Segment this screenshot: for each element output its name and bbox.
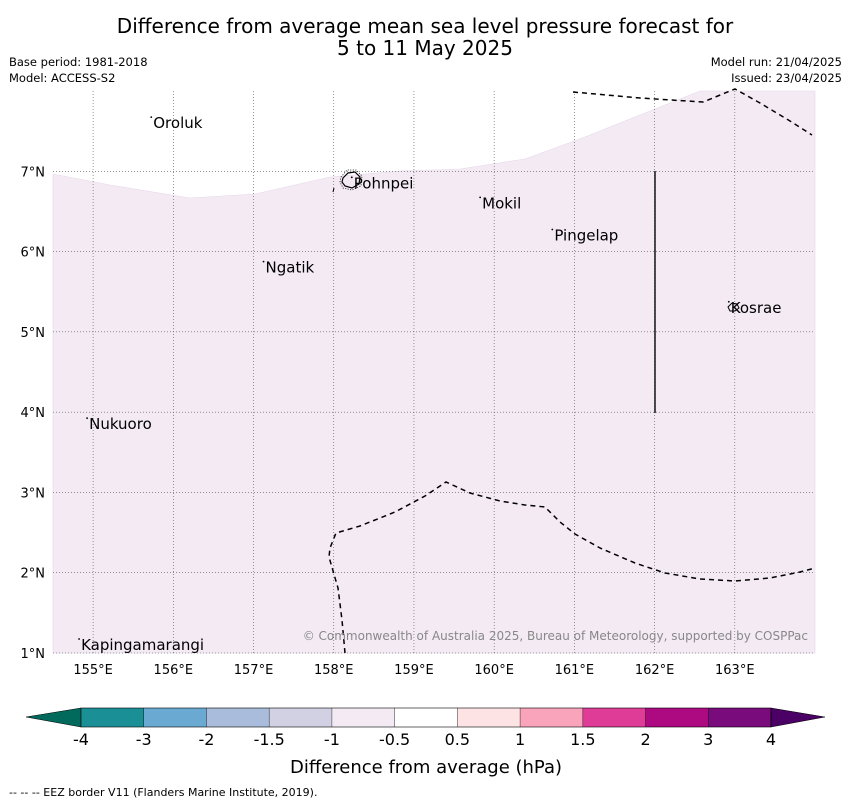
colorbar-segment (520, 708, 584, 727)
lon-tick-label: 158°E (314, 663, 354, 678)
colorbar-segment (206, 708, 270, 727)
colorbar-tick-label: 1.5 (570, 730, 595, 749)
colorbar-over-arrow (770, 707, 826, 728)
colorbar-tick-label: 4 (766, 730, 776, 749)
pohnpei-island-reef (339, 169, 363, 191)
colorbar-segment (269, 708, 333, 727)
title-line-2: 5 to 11 May 2025 (337, 36, 513, 60)
lon-tick-label: 157°E (234, 663, 274, 678)
meta-left: Base period: 1981-2018 Model: ACCESS-S2 (9, 54, 148, 86)
colorbar-tick-label: 1 (515, 730, 525, 749)
lon-tick-label: 161°E (555, 663, 595, 678)
place-label: Mokil (482, 194, 521, 212)
place-marker (86, 417, 88, 420)
place-label: Kapingamarangi (81, 636, 204, 654)
eez-footnote: -- -- -- EEZ border V11 (Flanders Marine… (9, 786, 318, 799)
colorbar-segment (331, 708, 395, 727)
colorbar-tick-labels: -4 -3 -2 -1.5 -1 -0.5 0.5 1 1.5 2 3 4 (73, 730, 776, 749)
place-label: Ngatik (266, 259, 315, 277)
base-period-text: Base period: 1981-2018 (9, 55, 148, 69)
map-title: Difference from average mean sea level p… (0, 15, 850, 59)
colorbar-segment (394, 708, 458, 727)
lon-tick-label: 155°E (73, 663, 113, 678)
lat-tick-label: 4°N (21, 406, 46, 421)
place-label: Nukuoro (89, 415, 152, 433)
lat-tick-label: 1°N (21, 647, 46, 662)
colorbar-segment (645, 708, 709, 727)
lon-tick-label: 160°E (474, 663, 514, 678)
place-marker (150, 116, 153, 119)
colorbar-frame (80, 707, 772, 728)
lon-tick-label: 159°E (394, 663, 434, 678)
longitude-tick-labels: 155°E 156°E 157°E 158°E 159°E 160°E 161°E 162°E… (73, 663, 754, 678)
model-text: Model: ACCESS-S2 (9, 71, 116, 85)
place-marker (350, 176, 353, 179)
lat-tick-label: 3°N (21, 486, 46, 501)
kosrae-island-shape (727, 302, 740, 312)
colorbar-segments (81, 708, 772, 727)
place-marker (78, 638, 80, 640)
colorbar-tick-label: -1.5 (254, 730, 285, 749)
colorbar-segment (143, 708, 207, 727)
latitude-tick-labels: 7°N 6°N 5°N 4°N 3°N 2°N 1°N (21, 165, 46, 662)
issued-text: Issued: 23/04/2025 (731, 71, 842, 85)
lat-tick-label: 6°N (21, 246, 46, 261)
title-line-1: Difference from average mean sea level p… (116, 14, 734, 38)
colorbar-segment (81, 708, 145, 727)
map-panel: Oroluk Pohnpei Mokil Pingelap Ngatik Kosrae Nu… (21, 88, 816, 678)
pohnpei-islet (332, 187, 335, 193)
model-run-text: Model run: 21/04/2025 (710, 55, 842, 69)
lon-tick-label: 162°E (635, 663, 675, 678)
place-marker (262, 260, 265, 263)
colorbar-tick-label: -0.5 (379, 730, 410, 749)
colorbar-tick-label: 0.5 (445, 730, 470, 749)
colorbar-segment (457, 708, 521, 727)
place-label: Pohnpei (354, 174, 414, 192)
colorbar: -4 -3 -2 -1.5 -1 -0.5 0.5 1 1.5 2 3 4 Difference fr… (25, 707, 826, 778)
place-label: Kosrae (731, 299, 782, 317)
colorbar-segment (708, 708, 772, 727)
lat-tick-label: 7°N (21, 165, 46, 180)
lon-tick-label: 156°E (154, 663, 194, 678)
place-label: Pingelap (554, 227, 618, 245)
gridlines (53, 91, 815, 654)
lon-tick-label: 163°E (715, 663, 755, 678)
colorbar-title: Difference from average (hPa) (290, 757, 562, 778)
pohnpei-island-shape (341, 171, 361, 189)
meta-right: Model run: 21/04/2025 Issued: 23/04/2025 (711, 54, 842, 86)
anomaly-shaded-region (52, 90, 816, 654)
place-marker (479, 196, 482, 199)
colorbar-tick-label: 3 (703, 730, 713, 749)
colorbar-tick-label: -3 (136, 730, 152, 749)
lat-tick-label: 5°N (21, 326, 46, 341)
lat-tick-label: 2°N (21, 567, 46, 582)
colorbar-tick-label: 2 (640, 730, 650, 749)
colorbar-segment (582, 708, 646, 727)
place-labels: Oroluk Pohnpei Mokil Pingelap Ngatik Kosrae Nu… (78, 114, 781, 654)
colorbar-tick-label: -2 (198, 730, 214, 749)
colorbar-under-arrow (25, 707, 82, 728)
eez-border-north (572, 88, 813, 136)
colorbar-tick-label: -1 (324, 730, 340, 749)
place-marker (551, 228, 554, 231)
colorbar-tick-label: -4 (73, 730, 89, 749)
place-label: Oroluk (153, 114, 202, 132)
place-marker (727, 300, 730, 303)
copyright-notice: © Commonwealth of Australia 2025, Bureau… (303, 629, 808, 643)
